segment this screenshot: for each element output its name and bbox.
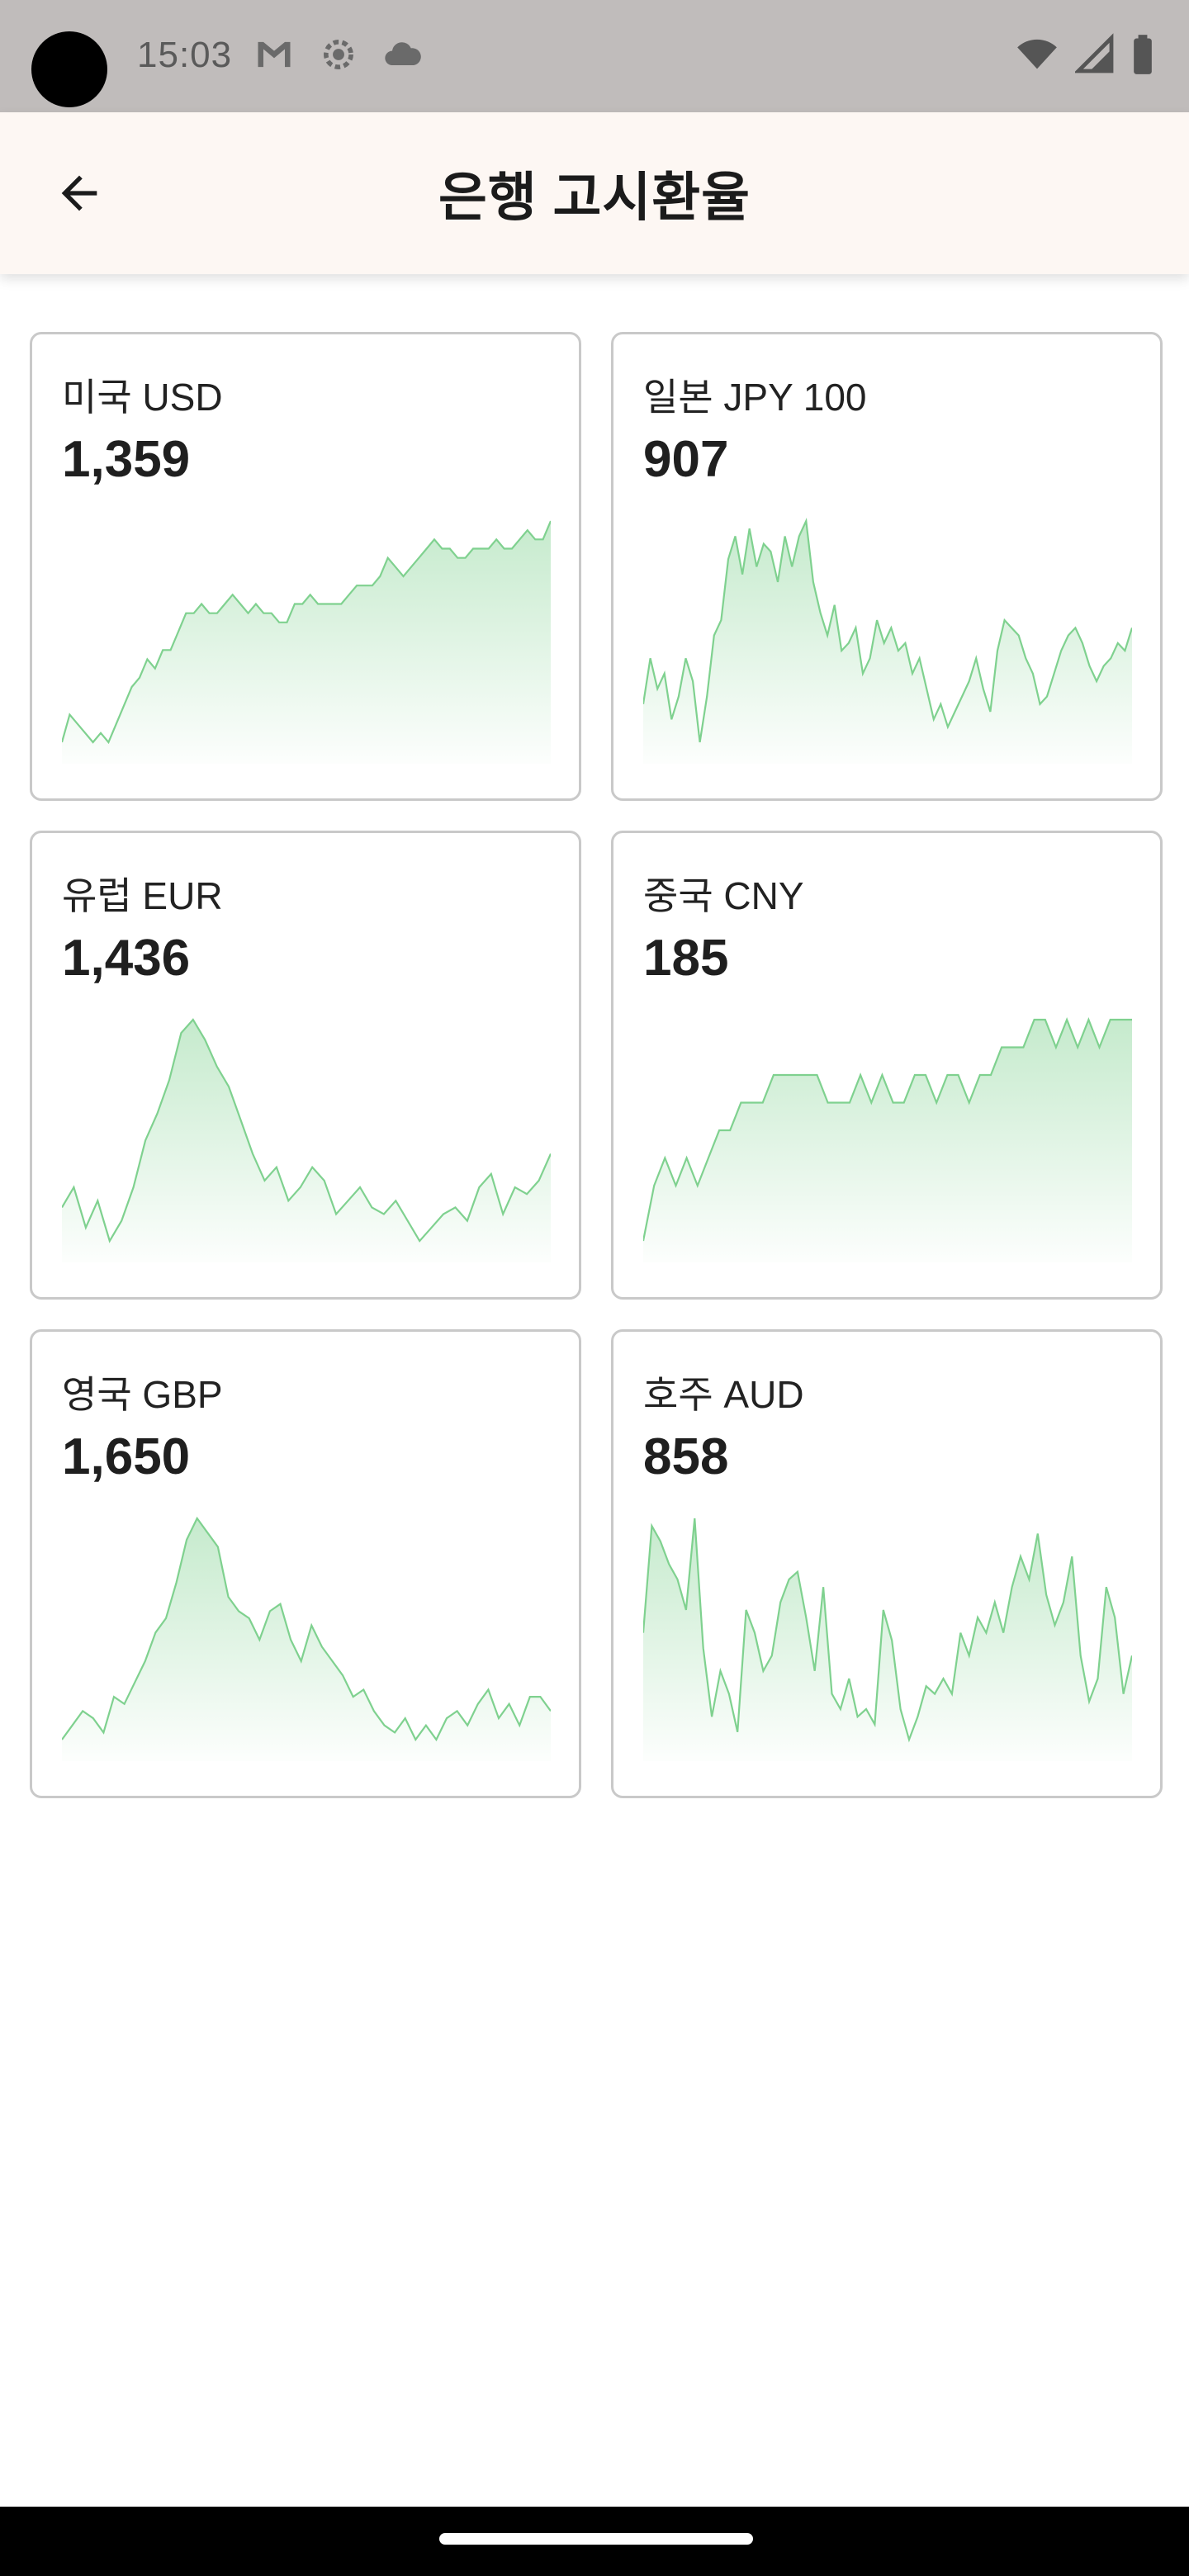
currency-label: 영국 GBP — [62, 1373, 223, 1416]
currency-card-eur[interactable]: 유럽 EUR 1,436 — [30, 831, 581, 1300]
page-title: 은행 고시환율 — [438, 168, 751, 227]
settings-gear-icon — [317, 33, 360, 76]
sparkline-chart — [643, 1518, 1132, 1761]
battery-icon — [1130, 33, 1156, 76]
currency-card-gbp[interactable]: 영국 GBP 1,650 — [30, 1329, 581, 1798]
sparkline-chart — [643, 1016, 1132, 1262]
currency-card-aud[interactable]: 호주 AUD 858 — [611, 1329, 1163, 1798]
sparkline-line — [643, 1016, 1132, 1242]
sparkline-line — [643, 517, 1132, 743]
currency-card-jpy[interactable]: 일본 JPY 100 907 — [611, 332, 1163, 801]
currency-rate: 1,359 — [62, 431, 191, 488]
currency-label: 중국 CNY — [643, 874, 804, 917]
sparkline-area — [62, 1518, 551, 1761]
currency-rate: 1,650 — [62, 1428, 191, 1485]
currency-rate: 1,436 — [62, 930, 191, 987]
currency-label: 유럽 EUR — [62, 874, 223, 917]
cloud-icon — [381, 33, 424, 76]
back-button[interactable] — [36, 150, 122, 236]
home-gesture-handle[interactable] — [439, 2533, 753, 2545]
currency-grid: 미국 USD 1,359 일본 JPY 100 907 유럽 EUR 1,436… — [30, 332, 1163, 1798]
status-bar: 15:03 — [0, 0, 1189, 112]
currency-label: 일본 JPY 100 — [643, 376, 867, 419]
currency-card-cny[interactable]: 중국 CNY 185 — [611, 831, 1163, 1300]
currency-rate: 858 — [643, 1428, 729, 1485]
cell-signal-icon — [1075, 33, 1115, 76]
wifi-icon — [1014, 33, 1060, 76]
app-bar: 은행 고시환율 — [0, 112, 1189, 274]
sparkline-area — [62, 521, 551, 764]
currency-rate: 907 — [643, 431, 729, 488]
gmail-icon — [253, 33, 296, 76]
sparkline-line — [62, 520, 551, 745]
currency-card-usd[interactable]: 미국 USD 1,359 — [30, 332, 581, 801]
system-nav-bar — [0, 2507, 1189, 2576]
status-time: 15:03 — [137, 35, 233, 75]
sparkline-chart — [643, 517, 1132, 764]
sparkline-chart — [62, 520, 551, 764]
currency-label: 미국 USD — [62, 376, 223, 419]
sparkline-line — [643, 1518, 1132, 1743]
sparkline-line — [62, 1018, 551, 1243]
arrow-back-icon — [61, 175, 97, 211]
currency-rate: 185 — [643, 930, 729, 987]
sparkline-area — [643, 1020, 1132, 1262]
sparkline-chart — [62, 1516, 551, 1761]
currency-label: 호주 AUD — [643, 1373, 804, 1416]
sparkline-area — [643, 1518, 1132, 1761]
sparkline-line — [62, 1516, 551, 1742]
sparkline-area — [643, 521, 1132, 764]
camera-cutout — [31, 31, 107, 107]
sparkline-chart — [62, 1018, 551, 1262]
sparkline-area — [62, 1020, 551, 1262]
